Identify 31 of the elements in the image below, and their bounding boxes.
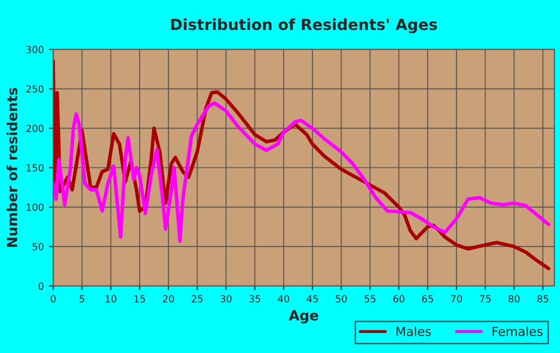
x-tick-label: 70	[451, 295, 462, 302]
legend-label: Females	[492, 326, 543, 336]
x-tick-label: 75	[480, 295, 491, 302]
x-tick-label: 20	[162, 295, 174, 302]
x-tick-label: 5	[80, 295, 84, 302]
x-tick-label: 15	[134, 295, 145, 302]
x-axis-title: Age	[288, 310, 318, 324]
y-tick-label: 150	[26, 164, 44, 172]
x-tick-label: 45	[306, 295, 318, 302]
legend-label: Males	[396, 326, 431, 336]
x-tick-label: 55	[364, 295, 376, 302]
y-tick-label: 0	[38, 282, 44, 290]
x-tick-label: 10	[106, 295, 116, 302]
x-tick-label: 60	[393, 295, 404, 302]
x-tick-label: 85	[537, 295, 548, 302]
chart-title: Distribution of Residents' Ages	[171, 18, 437, 34]
y-tick-label: 100	[26, 204, 44, 211]
y-tick-label: 250	[26, 85, 44, 93]
x-tick-label: 65	[422, 295, 433, 302]
y-tick-label: 50	[32, 242, 44, 250]
x-tick-label: 30	[220, 295, 232, 302]
x-tick-label: 25	[192, 295, 203, 302]
x-tick-label: 80	[508, 295, 520, 302]
x-tick-label: 0	[50, 295, 56, 302]
x-tick-label: 35	[249, 295, 260, 302]
y-axis-title: Number of residents	[6, 88, 18, 247]
line-series	[53, 101, 550, 243]
x-tick-label: 50	[336, 295, 347, 302]
x-tick-label: 40	[278, 295, 290, 302]
y-tick-label: 200	[26, 124, 44, 132]
y-tick-label: 300	[26, 46, 44, 54]
